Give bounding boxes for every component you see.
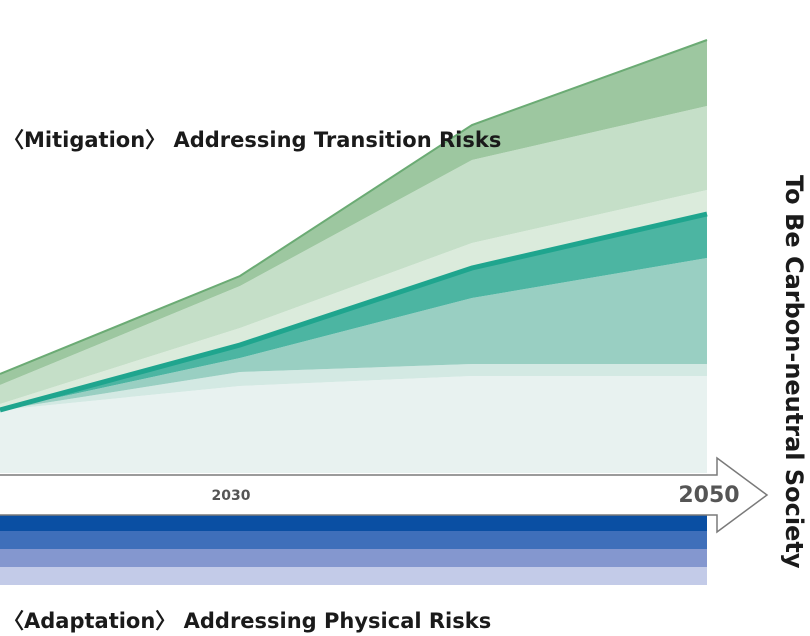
adaptation-bar-2 bbox=[0, 531, 707, 549]
teal-mid-band bbox=[0, 214, 707, 410]
adaptation-bar-3 bbox=[0, 549, 707, 567]
green-light-band bbox=[0, 106, 707, 404]
adaptation-label: 〈Adaptation〉 Addressing Physical Risks bbox=[3, 609, 491, 633]
year-2030-label: 2030 bbox=[212, 488, 251, 504]
green-pale-band bbox=[0, 190, 707, 410]
adaptation-bar-1 bbox=[0, 513, 707, 531]
green-dark-band bbox=[0, 40, 707, 385]
year-2050-label: 2050 bbox=[678, 483, 739, 508]
teal-line bbox=[0, 211, 708, 413]
mitigation-top-line bbox=[0, 39, 708, 375]
base-area bbox=[0, 376, 707, 473]
teal-pale-band bbox=[0, 364, 707, 410]
teal-light-band bbox=[0, 258, 707, 410]
adaptation-bar-4 bbox=[0, 567, 707, 585]
timeline-arrow bbox=[0, 456, 769, 534]
goal-label: To Be Carbon-neutral Society bbox=[780, 175, 808, 569]
mitigation-label: 〈Mitigation〉 Addressing Transition Risks bbox=[3, 128, 501, 152]
